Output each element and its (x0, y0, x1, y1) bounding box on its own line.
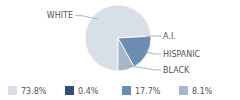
legend-swatch (65, 86, 74, 95)
legend-swatch (8, 86, 17, 95)
legend-label: 8.1% (192, 87, 213, 96)
leader-line (146, 35, 161, 36)
slice-label: BLACK (163, 66, 190, 75)
leader-line (125, 65, 161, 70)
slice-label: HISPANIC (163, 50, 201, 59)
legend-label: 17.7% (135, 87, 161, 96)
legend-label: 73.8% (21, 87, 47, 96)
labels: WHITE A.I. HISPANIC BLACK (47, 11, 201, 74)
legend-swatch (179, 86, 188, 95)
slice-label: A.I. (163, 32, 176, 41)
slice-label: WHITE (47, 11, 73, 20)
legend-label: 0.4% (78, 87, 99, 96)
pie (85, 5, 151, 71)
chart: WHITE A.I. HISPANIC BLACK 73.8% 0.4% 17.7% 8.1% (0, 0, 240, 100)
leader-line (143, 52, 161, 54)
legend: 73.8% 0.4% 17.7% 8.1% (8, 86, 213, 96)
leader-line (75, 16, 97, 19)
slice (85, 5, 151, 71)
legend-swatch (122, 86, 131, 95)
